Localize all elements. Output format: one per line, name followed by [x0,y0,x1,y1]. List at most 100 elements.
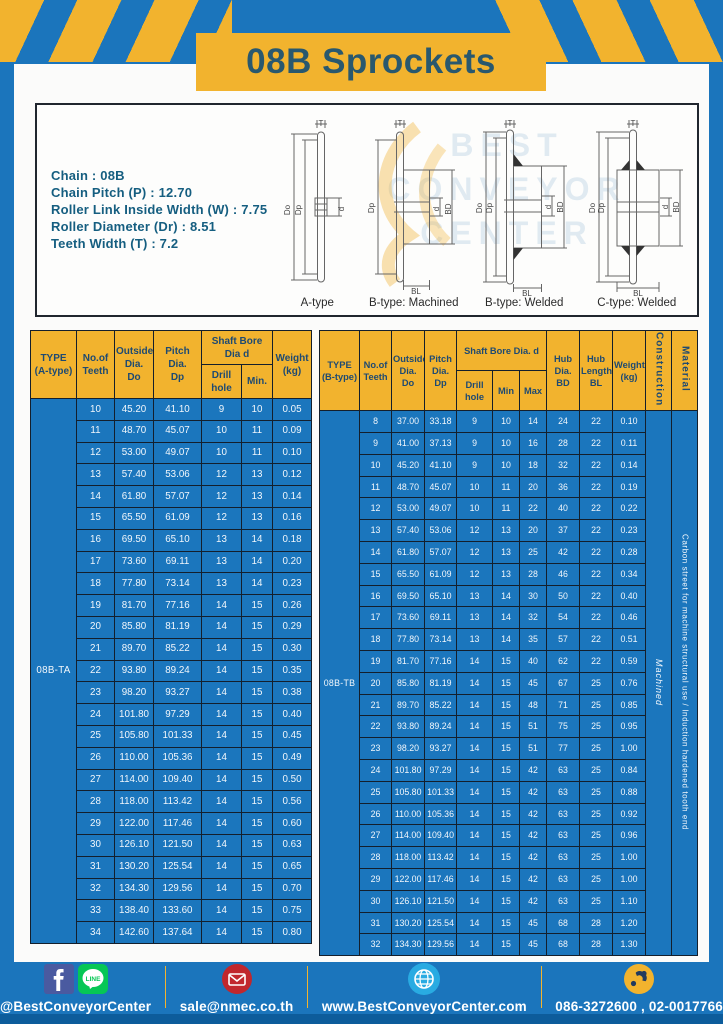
table-cell: 89.24 [153,659,202,683]
table-cell: 48.70 [391,475,426,499]
table-cell: 11 [240,419,274,443]
table-cell: 126.10 [391,889,426,913]
header-hub-length: Hub Length BL [579,329,614,412]
table-cell: 14 [519,410,548,434]
table-cell: 15 [240,790,274,814]
table-cell: 113.42 [424,846,458,869]
phone-icon[interactable] [623,963,655,995]
table-cell: 63 [546,889,581,913]
table-cell: 16 [76,528,115,552]
table-cell: 23 [76,681,115,705]
header-shaft-bore: Shaft Bore Dia d [200,330,274,365]
svg-text:d: d [544,205,553,209]
table-cell: 10 [201,419,242,443]
footer-email-group[interactable]: sale@nmec.co.th [180,961,294,1014]
table-cell: 67 [546,671,581,695]
table-cell: 22 [76,659,115,683]
table-cell: 14 [456,715,494,739]
table-cell: 21 [76,637,115,661]
table-cell: 41.00 [391,432,426,455]
table-row: 21 89.70 85.22 14 15 0.30 [31,637,313,661]
sprocket-figures: T Do Dp d A-type [275,113,693,309]
table-cell: 65.10 [424,584,458,608]
table-cell: 122.00 [114,812,154,835]
table-cell: 0.95 [612,715,647,739]
table-cell: 0.05 [272,398,313,421]
svg-text:T: T [630,119,635,128]
table-cell: 31 [76,855,115,879]
table-cell: 63 [546,758,581,782]
table-cell: 117.46 [424,867,458,891]
globe-icon[interactable] [407,962,441,996]
table-cell: 15 [240,812,274,835]
table-cell: 0.16 [272,506,313,530]
table-cell: 61.80 [391,541,426,564]
footer-phones[interactable]: 086-3272600 , 02-0017766 [555,998,723,1014]
table-row: 11 48.70 45.07 10 11 0.09 [31,419,313,443]
table-cell: 10 [76,398,115,421]
table-cell: 50 [546,584,581,608]
table-cell: 101.33 [153,724,202,748]
footer-phone-group[interactable]: 086-3272600 , 02-0017766 [555,961,723,1014]
table-cell: 0.85 [612,693,647,717]
table-cell: 101.80 [391,758,426,782]
table-cell: 14 [359,541,393,564]
table-cell: 10 [492,432,521,455]
table-cell: 0.12 [272,463,313,487]
table-cell: 51 [519,715,548,739]
table-cell: 18 [359,628,393,651]
table-cell: 14 [456,737,494,760]
table-row: 08B-TB 8 37.00 33.18 9 10 14 24 22 0.10 Machined Ca… [319,410,699,957]
svg-text:Do: Do [283,204,292,215]
table-cell: 0.38 [272,681,313,705]
footer-social-group[interactable]: LINE @BestConveyorCenter [0,961,151,1014]
table-cell: 25 [579,715,614,739]
table-cell: 14 [201,703,242,726]
table-cell: 73.60 [114,550,154,574]
table-cell: 45 [519,933,548,957]
table-cell: 22 [579,584,614,608]
table-a-header: TYPE (A-type) No.of Teeth Outside Dia. D… [30,330,313,399]
table-cell: 73.14 [424,628,458,651]
table-cell: 45.20 [391,453,426,477]
footer-website[interactable]: www.BestConveyorCenter.com [321,998,527,1014]
table-cell: 13 [456,584,494,608]
table-cell: 15 [240,921,274,944]
table-cell: 97.29 [153,703,202,726]
table-cell: 12 [456,541,494,564]
table-cell: 0.10 [272,441,313,465]
table-cell: 14 [456,758,494,782]
table-cell: 101.80 [114,703,154,726]
table-cell: 105.36 [424,802,458,826]
table-cell: 37.00 [391,410,426,434]
table-cell: 68 [546,933,581,957]
table-b-header: TYPE (B-type) No.of Teeth Outside Dia. D… [319,329,699,412]
table-cell: 12 [201,485,242,508]
table-cell: 15 [492,693,521,717]
table-cell: 81.19 [153,615,202,639]
table-cell: 15 [240,833,274,857]
table-cell: 24 [76,703,115,726]
table-cell: 15 [492,802,521,826]
table-cell: 12 [201,506,242,530]
svg-text:d: d [661,205,670,209]
table-cell: 15 [240,703,274,726]
footer-website-group[interactable]: www.BestConveyorCenter.com [322,961,527,1014]
table-cell: 15 [240,659,274,683]
table-cell: 24 [359,758,393,782]
table-cell: 11 [492,497,521,521]
table-cell: 93.27 [153,681,202,705]
table-cell: 18 [519,453,548,477]
table-cell: 130.20 [114,855,154,879]
table-cell: 17 [76,550,115,574]
footer-social-handle[interactable]: @BestConveyorCenter [0,998,152,1014]
mail-icon[interactable] [221,963,253,995]
table-cell: 0.49 [272,746,313,770]
table-cell: 0.80 [272,921,313,944]
table-cell: 121.50 [153,833,202,857]
svg-text:Dp: Dp [597,202,606,213]
table-cell: 125.54 [424,911,458,935]
footer-email[interactable]: sale@nmec.co.th [179,998,294,1014]
line-icon[interactable]: LINE [77,963,108,995]
facebook-icon[interactable] [43,963,74,995]
